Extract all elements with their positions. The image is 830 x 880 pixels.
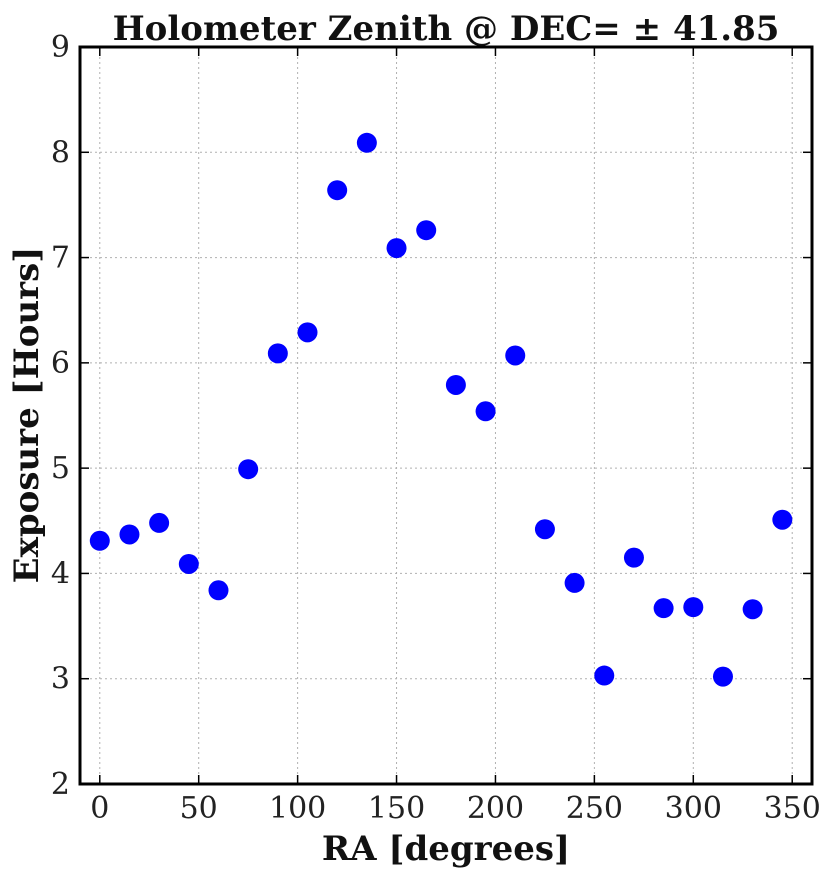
data-point	[564, 572, 585, 593]
data-point	[742, 599, 763, 620]
data-point	[623, 547, 644, 568]
data-point	[89, 530, 110, 551]
data-point	[712, 666, 733, 687]
x-tick-label: 350	[764, 791, 821, 826]
data-point	[594, 665, 615, 686]
y-tick-label: 6	[51, 346, 70, 381]
y-tick-labels: 2 3 4 5 6 7 8 9	[51, 30, 70, 802]
data-point	[238, 459, 259, 480]
data-point	[356, 132, 377, 153]
plot-frame	[78, 45, 814, 786]
data-point	[772, 509, 793, 530]
y-tick-label: 3	[51, 662, 70, 697]
chart-title: Holometer Zenith @ DEC= ± 41.85	[113, 9, 780, 49]
x-tick-label: 250	[566, 791, 623, 826]
y-tick-label: 5	[51, 451, 70, 486]
data-point	[149, 512, 170, 533]
axis-ticks	[80, 46, 812, 785]
data-point	[208, 580, 229, 601]
y-axis-label: Exposure [Hours]	[7, 247, 47, 584]
x-tick-label: 150	[368, 791, 425, 826]
x-tick-label: 0	[90, 791, 109, 826]
y-tick-label: 8	[51, 135, 70, 170]
data-point	[534, 519, 555, 540]
data-point	[327, 180, 348, 201]
x-tick-labels: 0 50 100 150 200 250 300 350	[90, 791, 821, 826]
x-tick-label: 200	[467, 791, 524, 826]
y-tick-label: 4	[51, 556, 70, 591]
data-point	[683, 597, 704, 618]
data-point	[178, 553, 199, 574]
y-tick-label: 9	[51, 30, 70, 65]
data-point	[653, 598, 674, 619]
x-axis-label: RA [degrees]	[322, 829, 570, 869]
data-point	[445, 374, 466, 395]
data-point	[416, 220, 437, 241]
data-point	[297, 322, 318, 343]
grid-lines	[80, 46, 812, 785]
x-tick-label: 50	[180, 791, 218, 826]
data-point	[386, 238, 407, 259]
y-tick-label: 7	[51, 241, 70, 276]
data-points	[89, 132, 793, 687]
y-tick-label: 2	[51, 767, 70, 802]
data-point	[505, 345, 526, 366]
data-point	[119, 524, 140, 545]
x-tick-label: 100	[269, 791, 326, 826]
data-point	[475, 401, 496, 422]
x-tick-label: 300	[665, 791, 722, 826]
data-point	[267, 343, 288, 364]
